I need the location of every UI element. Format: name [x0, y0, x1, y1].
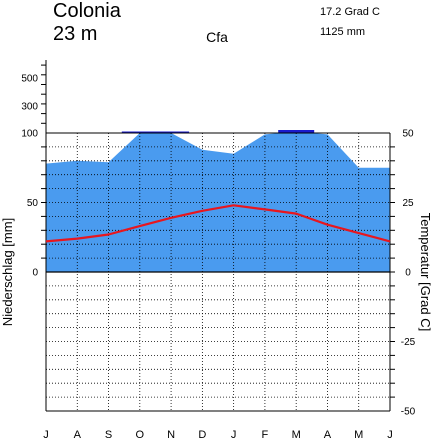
month-label: N: [167, 429, 175, 440]
precip-tick-label: 0: [32, 268, 38, 279]
month-label: O: [136, 429, 145, 440]
plot-area: 0 50 100 300 500 50 25 0 -25 -50 J A S O N D J F M A M J: [21, 60, 416, 440]
temp-tick-label: -50: [401, 407, 416, 418]
month-label: A: [324, 429, 332, 440]
precipitation-excess-mark: [278, 130, 315, 134]
month-label: A: [74, 429, 82, 440]
temperature-axis-title: Temperatur [Grad C]: [418, 213, 433, 332]
month-label: J: [231, 429, 237, 440]
mean-temperature: 17.2 Grad C: [320, 6, 380, 18]
month-label: S: [105, 429, 112, 440]
precip-tick-label: 50: [27, 198, 39, 209]
month-label: J: [43, 429, 49, 440]
precip-tick-label: 500: [21, 74, 38, 85]
month-label: J: [387, 429, 393, 440]
month-label: M: [292, 429, 301, 440]
precip-tick-label: 100: [21, 129, 38, 140]
station-name: Colonia: [53, 0, 122, 22]
month-label: D: [198, 429, 206, 440]
temp-tick-label: 25: [402, 198, 414, 209]
precipitation-axis-title: Niederschlag [mm]: [0, 218, 15, 326]
temperature-line: [45, 204, 391, 243]
temp-tick-label: 50: [402, 129, 414, 140]
climate-classification: Cfa: [206, 29, 228, 45]
month-label: F: [262, 429, 269, 440]
annual-precipitation: 1125 mm: [320, 26, 365, 38]
temp-tick-label: -25: [401, 337, 416, 348]
precipitation-area: [46, 131, 390, 272]
temp-tick-label: 0: [405, 268, 411, 279]
station-elevation: 23 m: [53, 23, 97, 45]
precip-tick-label: 300: [21, 102, 38, 113]
month-label: M: [354, 429, 363, 440]
